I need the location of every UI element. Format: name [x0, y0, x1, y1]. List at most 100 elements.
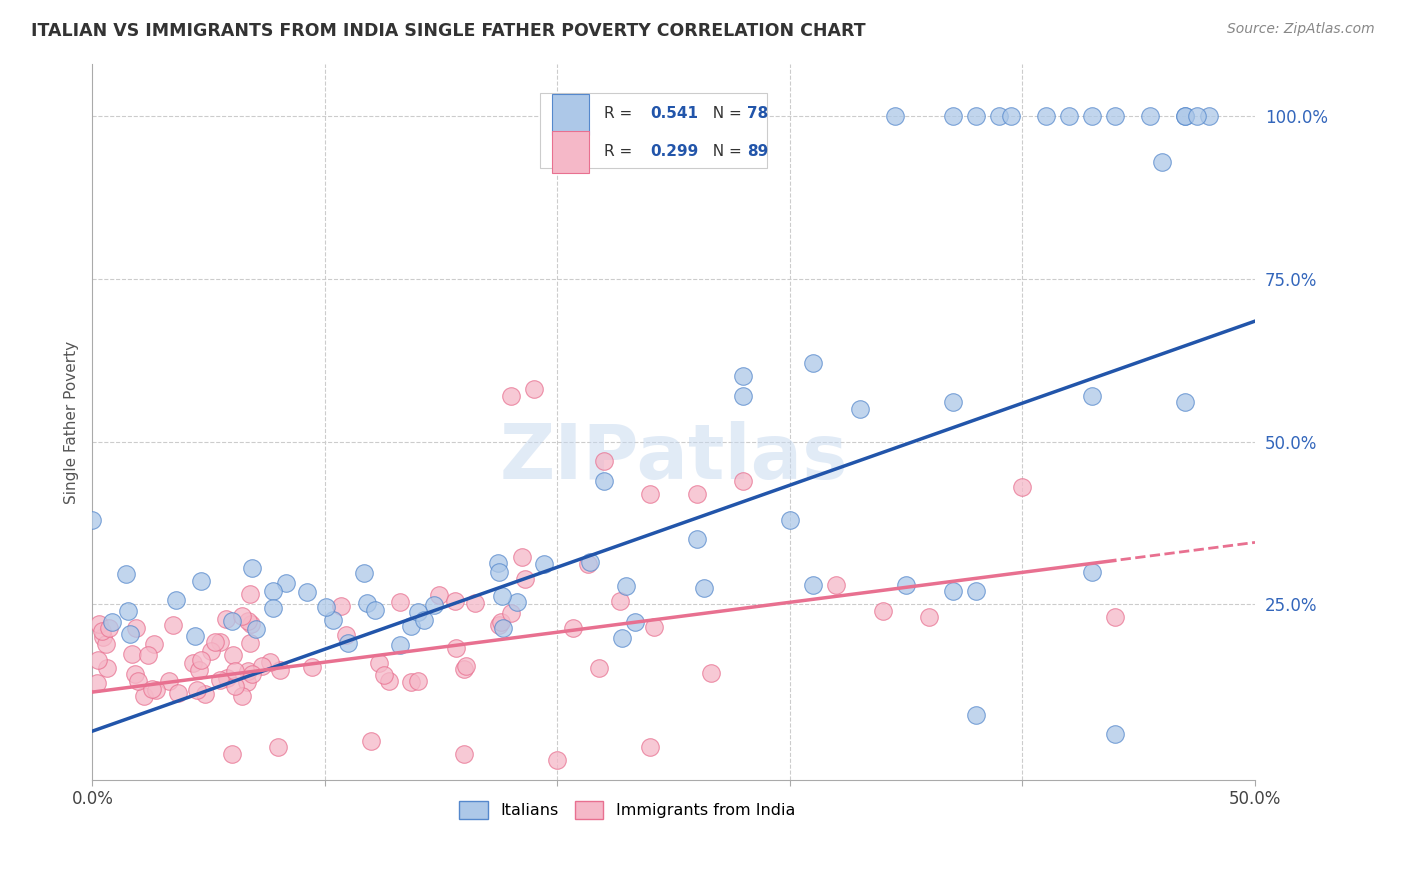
Point — [224, 665, 246, 679]
Point — [1035, 109, 1057, 123]
Point — [643, 620, 665, 634]
Point — [214, 611, 236, 625]
Point — [136, 648, 159, 662]
Point — [1104, 727, 1126, 741]
Point — [988, 109, 1011, 123]
Point — [593, 454, 616, 468]
Text: ZIPatlas: ZIPatlas — [499, 421, 848, 495]
Point — [274, 576, 297, 591]
Point — [942, 109, 965, 123]
Point — [579, 555, 602, 569]
Point — [1057, 109, 1080, 123]
Point — [295, 585, 318, 599]
Point — [231, 689, 253, 703]
FancyBboxPatch shape — [551, 94, 589, 136]
Point — [965, 109, 987, 123]
Point — [193, 686, 215, 700]
Point — [1174, 109, 1197, 123]
Point — [896, 578, 918, 592]
Point — [87, 653, 110, 667]
Point — [499, 606, 522, 620]
Point — [145, 683, 167, 698]
Point — [353, 566, 375, 581]
Point — [166, 686, 188, 700]
Point — [259, 655, 281, 669]
Point — [561, 621, 583, 635]
Point — [267, 740, 290, 755]
Point — [125, 621, 148, 635]
Point — [165, 593, 187, 607]
Point — [301, 660, 323, 674]
Point — [389, 638, 412, 652]
Point — [121, 647, 143, 661]
Point — [1104, 610, 1126, 624]
Point — [183, 656, 205, 670]
Point — [733, 369, 755, 384]
Legend: Italians, Immigrants from India: Italians, Immigrants from India — [453, 795, 801, 826]
Point — [1000, 109, 1022, 123]
Point — [700, 665, 723, 680]
Point — [499, 389, 522, 403]
Point — [965, 707, 987, 722]
Point — [127, 674, 149, 689]
Point — [236, 614, 259, 628]
Point — [546, 753, 568, 767]
Text: 78: 78 — [747, 106, 768, 121]
Point — [368, 656, 391, 670]
Point — [588, 661, 610, 675]
Point — [335, 628, 357, 642]
Point — [134, 689, 156, 703]
Point — [208, 673, 231, 688]
Point — [1174, 395, 1197, 409]
Text: 0.299: 0.299 — [651, 144, 699, 159]
Point — [190, 652, 212, 666]
Point — [186, 682, 208, 697]
Point — [124, 667, 146, 681]
Point — [239, 587, 262, 601]
Point — [610, 631, 633, 645]
Point — [609, 593, 631, 607]
Text: 89: 89 — [747, 144, 768, 159]
Point — [640, 486, 662, 500]
Point — [423, 598, 446, 612]
Point — [413, 613, 436, 627]
Point — [406, 674, 429, 689]
Point — [848, 402, 870, 417]
Point — [91, 630, 114, 644]
Point — [1198, 109, 1220, 123]
Point — [492, 621, 515, 635]
Point — [377, 673, 399, 688]
Point — [399, 675, 422, 690]
Point — [576, 557, 599, 571]
Point — [240, 560, 263, 574]
Point — [157, 674, 180, 689]
Point — [388, 594, 411, 608]
Text: R =: R = — [605, 144, 637, 159]
Point — [315, 599, 337, 614]
Point — [217, 672, 239, 686]
Point — [373, 667, 395, 681]
Point — [236, 664, 259, 678]
FancyBboxPatch shape — [540, 93, 766, 168]
Point — [825, 578, 848, 592]
Point — [190, 574, 212, 589]
Point — [183, 629, 205, 643]
Point — [686, 486, 709, 500]
Point — [965, 584, 987, 599]
Text: N =: N = — [703, 106, 747, 121]
Point — [239, 636, 262, 650]
Point — [693, 581, 716, 595]
Text: 0.541: 0.541 — [651, 106, 699, 121]
Point — [115, 567, 138, 582]
Point — [1081, 389, 1104, 403]
Point — [399, 618, 422, 632]
Point — [733, 389, 755, 403]
Point — [87, 616, 110, 631]
Point — [523, 383, 546, 397]
Point — [117, 604, 139, 618]
Point — [444, 594, 467, 608]
Point — [200, 643, 222, 657]
Point — [1081, 109, 1104, 123]
Point — [356, 596, 378, 610]
Point — [142, 637, 165, 651]
